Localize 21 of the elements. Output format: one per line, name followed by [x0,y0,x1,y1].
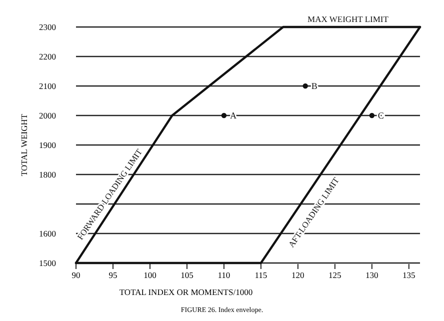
x-axis-title: TOTAL INDEX OR MOMENTS/1000 [119,287,253,297]
y-tick-label: 1600 [39,228,56,238]
y-tick-label: 2000 [39,110,56,120]
x-tick-label: 135 [402,270,416,280]
x-tick-label: 105 [180,270,194,280]
y-tick-label: 1800 [39,170,56,180]
text: MAX WEIGHT LIMIT [308,14,390,24]
x-tick-label: 115 [254,270,268,280]
x-tick-label: 95 [108,270,118,280]
x-tick-label: 100 [144,270,156,280]
x-tick-label: 90 [72,270,80,280]
x-tick-label: 130 [366,270,378,280]
x-tick-label: 125 [328,270,342,280]
x-tick-label: 110 [218,270,230,280]
x-tick-label: 120 [292,270,304,280]
y-tick-label: 2300 [39,22,56,32]
y-tick-label: 1500 [39,258,56,268]
y-tick-label: 2200 [39,52,56,62]
y-tick-label: 1900 [39,140,56,150]
y-tick-label: 2100 [39,81,56,91]
y-axis-title: TOTAL WEIGHT [19,113,29,176]
